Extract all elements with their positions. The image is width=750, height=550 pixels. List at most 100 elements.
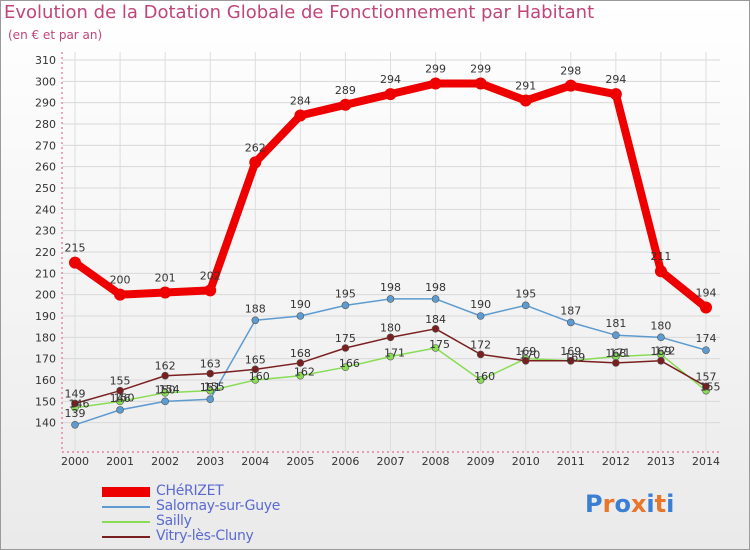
y-tick-label: 170 [35, 353, 56, 366]
y-tick-label: 310 [35, 54, 56, 67]
data-label: 195 [335, 287, 356, 300]
data-label: 298 [560, 65, 581, 78]
data-label: 299 [425, 62, 446, 75]
data-point [476, 350, 485, 359]
data-label: 162 [294, 366, 315, 379]
legend-label-sailly: Sailly [156, 513, 192, 529]
data-point [71, 399, 79, 408]
data-point [564, 79, 577, 92]
legend-swatch-salornay [102, 506, 150, 508]
data-point [251, 365, 260, 374]
data-label: 165 [245, 353, 266, 366]
data-label: 294 [605, 73, 626, 86]
data-label: 175 [429, 338, 450, 351]
data-label: 200 [110, 274, 131, 287]
data-point [296, 359, 305, 367]
data-label: 162 [155, 360, 176, 373]
logo-letter: r [602, 490, 615, 518]
proxiti-logo: Proxiti [585, 490, 674, 518]
data-point [296, 312, 305, 320]
data-point [474, 77, 487, 90]
legend-label-cherizet: CHéRIZET [156, 483, 224, 499]
y-tick-label: 150 [35, 395, 56, 408]
y-tick-label: 260 [35, 161, 56, 174]
data-point [161, 371, 169, 380]
data-point [476, 376, 485, 384]
data-point [612, 331, 620, 340]
data-label: 202 [200, 269, 221, 282]
data-label: 169 [515, 345, 536, 358]
data-label: 172 [654, 344, 675, 357]
data-point [386, 295, 395, 303]
data-point [116, 397, 124, 406]
data-label: 211 [650, 250, 671, 263]
data-label: 184 [425, 313, 446, 326]
x-tick-label: 2009 [467, 455, 495, 468]
y-tick-label: 200 [35, 289, 56, 302]
chart-title: Evolution de la Dotation Globale de Fonc… [4, 2, 595, 23]
data-point [249, 156, 262, 169]
data-label: 150 [114, 391, 135, 404]
data-label: 146 [110, 392, 131, 405]
data-label: 289 [335, 84, 356, 97]
x-tick-label: 2007 [377, 455, 405, 468]
data-label: 171 [609, 347, 630, 360]
data-point [161, 388, 169, 397]
x-tick-label: 2012 [602, 455, 630, 468]
data-label: 299 [470, 62, 491, 75]
logo-letter: P [585, 490, 603, 518]
data-label: 160 [249, 370, 270, 383]
data-point [431, 344, 440, 352]
data-point [114, 288, 127, 301]
data-point [521, 356, 530, 365]
data-label: 151 [200, 381, 221, 394]
data-point [429, 77, 442, 90]
y-tick-label: 270 [35, 139, 56, 152]
data-label: 174 [696, 332, 717, 345]
data-label: 262 [245, 141, 266, 154]
y-tick-label: 220 [35, 246, 56, 259]
data-point [206, 395, 215, 404]
x-tick-label: 2002 [151, 455, 179, 468]
logo-letter: t [654, 490, 667, 518]
y-tick-label: 240 [35, 203, 56, 216]
x-tick-label: 2008 [422, 455, 450, 468]
data-label: 294 [380, 73, 401, 86]
logo-letter: o [614, 490, 631, 518]
data-label: 190 [290, 298, 311, 311]
data-label: 149 [65, 387, 86, 400]
legend-swatch-vitry [102, 536, 150, 538]
legend-label-vitry: Vitry-lès-Cluny [156, 528, 254, 544]
x-tick-label: 2014 [692, 455, 720, 468]
data-label: 180 [380, 321, 401, 334]
x-tick-label: 2004 [241, 455, 269, 468]
data-label: 175 [335, 332, 356, 345]
legend-swatch-cherizet [102, 487, 150, 497]
data-label: 291 [515, 80, 536, 93]
y-tick-label: 210 [35, 267, 56, 280]
data-point [341, 301, 350, 310]
data-point [702, 382, 710, 391]
data-label: 170 [519, 349, 540, 362]
data-label: 146 [69, 398, 90, 411]
data-label: 157 [696, 370, 717, 383]
data-label: 163 [200, 358, 221, 371]
data-label: 169 [560, 345, 581, 358]
legend-swatch-sailly [102, 521, 150, 523]
data-point [341, 344, 350, 352]
data-point [384, 88, 397, 101]
x-tick-label: 2001 [106, 455, 134, 468]
data-point [612, 359, 620, 367]
x-tick-label: 2005 [286, 455, 314, 468]
data-point [161, 397, 169, 406]
data-label: 284 [290, 94, 311, 107]
data-point [431, 295, 440, 303]
data-label: 168 [290, 347, 311, 360]
logo-letter: x [630, 490, 647, 518]
data-label: 194 [696, 286, 717, 299]
data-label: 168 [605, 347, 626, 360]
data-point [702, 346, 710, 354]
data-label: 166 [339, 357, 360, 370]
y-tick-label: 180 [35, 331, 56, 344]
data-label: 172 [470, 338, 491, 351]
